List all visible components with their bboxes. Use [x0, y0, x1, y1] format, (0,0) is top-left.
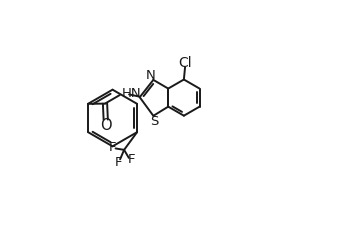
Text: HN: HN	[122, 87, 142, 100]
Text: S: S	[150, 114, 158, 127]
Text: F: F	[114, 156, 122, 169]
Text: F: F	[128, 153, 135, 166]
Text: O: O	[100, 118, 111, 133]
Text: Cl: Cl	[178, 55, 192, 70]
Text: F: F	[109, 141, 117, 155]
Text: N: N	[146, 69, 155, 82]
